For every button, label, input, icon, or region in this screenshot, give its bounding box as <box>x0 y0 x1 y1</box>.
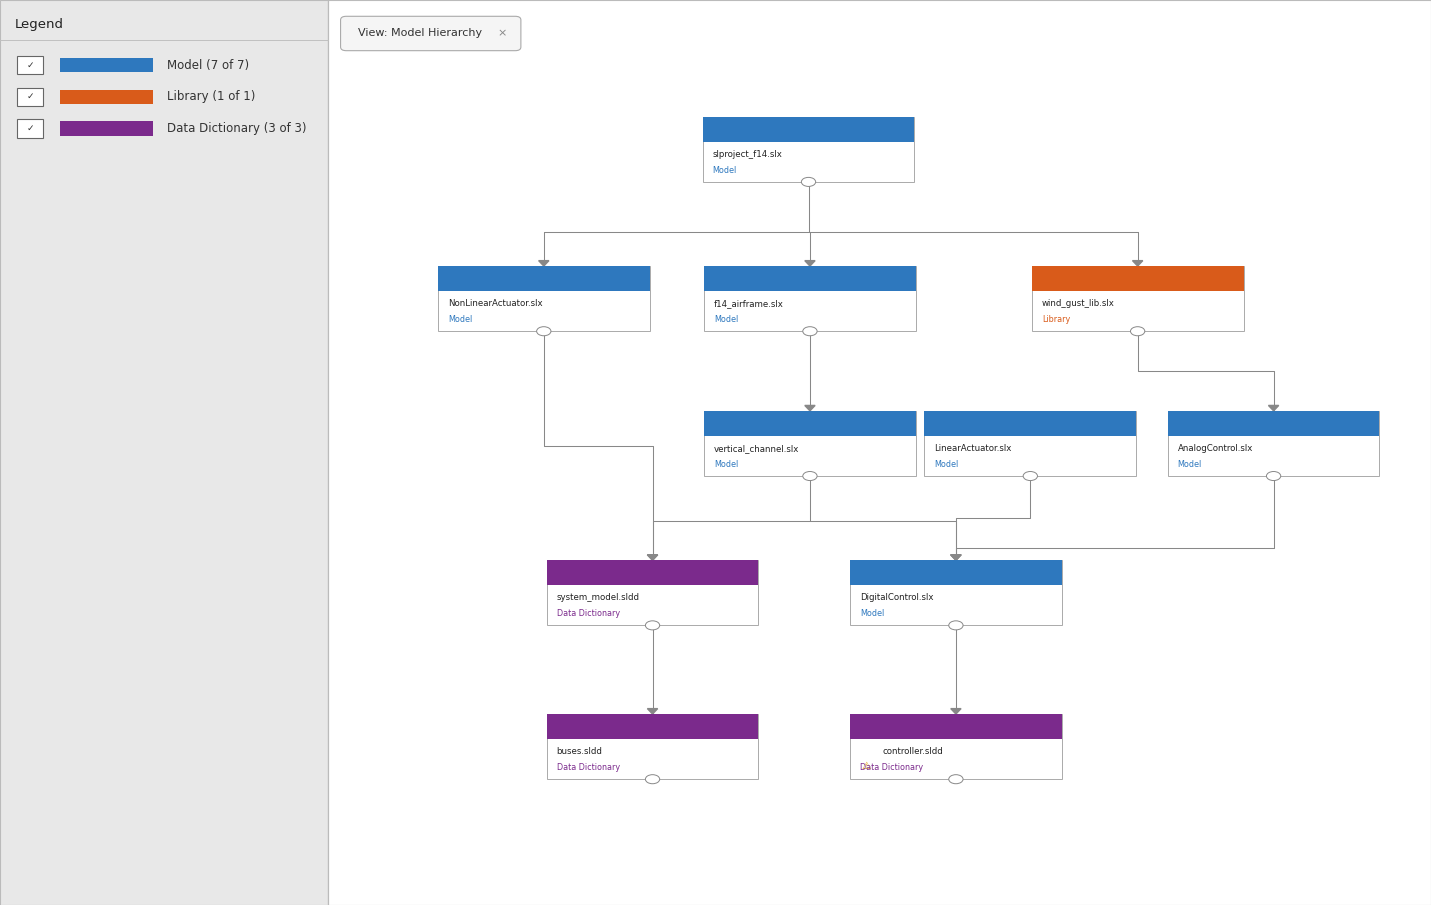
Bar <box>1032 266 1244 291</box>
Bar <box>850 714 1062 779</box>
Circle shape <box>537 327 551 336</box>
Circle shape <box>1023 472 1037 481</box>
Bar <box>547 560 758 625</box>
Text: Model: Model <box>714 460 738 469</box>
Bar <box>17 119 43 138</box>
Bar <box>850 714 1062 738</box>
Bar <box>1032 266 1244 331</box>
Text: slproject_f14.slx: slproject_f14.slx <box>713 149 783 158</box>
Text: buses.sldd: buses.sldd <box>557 747 602 756</box>
Bar <box>547 714 758 738</box>
Text: Model: Model <box>713 166 737 175</box>
Bar <box>438 266 650 331</box>
Text: Model: Model <box>714 315 738 324</box>
Text: AnalogControl.slx: AnalogControl.slx <box>1178 443 1254 452</box>
Text: ×: × <box>498 28 507 39</box>
Polygon shape <box>950 555 962 560</box>
Bar <box>704 266 916 331</box>
Circle shape <box>645 775 660 784</box>
Text: controller.sldd: controller.sldd <box>883 747 943 756</box>
FancyBboxPatch shape <box>341 16 521 51</box>
Circle shape <box>803 472 817 481</box>
Circle shape <box>949 775 963 784</box>
Polygon shape <box>1268 405 1279 411</box>
Bar <box>703 117 914 141</box>
Bar <box>704 266 916 291</box>
Polygon shape <box>647 555 658 560</box>
Text: Library: Library <box>1042 315 1070 324</box>
Text: f14_airframe.slx: f14_airframe.slx <box>714 299 784 308</box>
Circle shape <box>803 327 817 336</box>
Circle shape <box>645 621 660 630</box>
Text: Data Dictionary (3 of 3): Data Dictionary (3 of 3) <box>167 122 306 135</box>
Text: ⚠: ⚠ <box>861 760 870 771</box>
Text: DigitalControl.slx: DigitalControl.slx <box>860 593 933 602</box>
Bar <box>703 117 914 182</box>
Bar <box>17 56 43 74</box>
Text: NonLinearActuator.slx: NonLinearActuator.slx <box>448 299 542 308</box>
Text: Data Dictionary: Data Dictionary <box>557 763 620 772</box>
Bar <box>60 90 153 104</box>
Polygon shape <box>804 261 816 266</box>
Polygon shape <box>950 555 962 560</box>
Bar <box>704 411 916 435</box>
Polygon shape <box>647 555 658 560</box>
Polygon shape <box>647 709 658 714</box>
Circle shape <box>1266 472 1281 481</box>
Text: LinearActuator.slx: LinearActuator.slx <box>934 443 1012 452</box>
Text: Data Dictionary: Data Dictionary <box>557 609 620 618</box>
Text: Legend: Legend <box>14 18 63 31</box>
Bar <box>1168 411 1379 476</box>
Text: Data Dictionary: Data Dictionary <box>860 763 923 772</box>
Bar <box>60 121 153 136</box>
Text: Model: Model <box>448 315 472 324</box>
Bar <box>850 560 1062 585</box>
Text: system_model.sldd: system_model.sldd <box>557 593 640 602</box>
Bar <box>547 714 758 779</box>
Text: wind_gust_lib.slx: wind_gust_lib.slx <box>1042 299 1115 308</box>
Polygon shape <box>538 261 550 266</box>
Polygon shape <box>804 405 816 411</box>
Text: ✓: ✓ <box>26 61 34 70</box>
Circle shape <box>949 621 963 630</box>
Circle shape <box>1130 327 1145 336</box>
Bar <box>17 88 43 106</box>
Text: Library (1 of 1): Library (1 of 1) <box>167 90 256 103</box>
Bar <box>60 58 153 72</box>
Circle shape <box>801 177 816 186</box>
Polygon shape <box>1132 261 1143 266</box>
Polygon shape <box>950 709 962 714</box>
Bar <box>924 411 1136 435</box>
Text: Model (7 of 7): Model (7 of 7) <box>167 59 249 71</box>
Bar <box>438 266 650 291</box>
Text: ✓: ✓ <box>26 92 34 101</box>
Bar <box>328 0 1431 905</box>
Text: Model: Model <box>860 609 884 618</box>
Bar <box>0 0 328 905</box>
Bar <box>547 560 758 585</box>
Bar <box>850 560 1062 625</box>
Text: Model: Model <box>934 460 959 469</box>
Bar <box>704 411 916 476</box>
Text: vertical_channel.slx: vertical_channel.slx <box>714 443 800 452</box>
Text: ✓: ✓ <box>26 124 34 133</box>
Polygon shape <box>950 555 962 560</box>
Text: Model: Model <box>1178 460 1202 469</box>
Text: View: Model Hierarchy: View: Model Hierarchy <box>358 28 482 39</box>
Bar <box>1168 411 1379 435</box>
Bar <box>924 411 1136 476</box>
